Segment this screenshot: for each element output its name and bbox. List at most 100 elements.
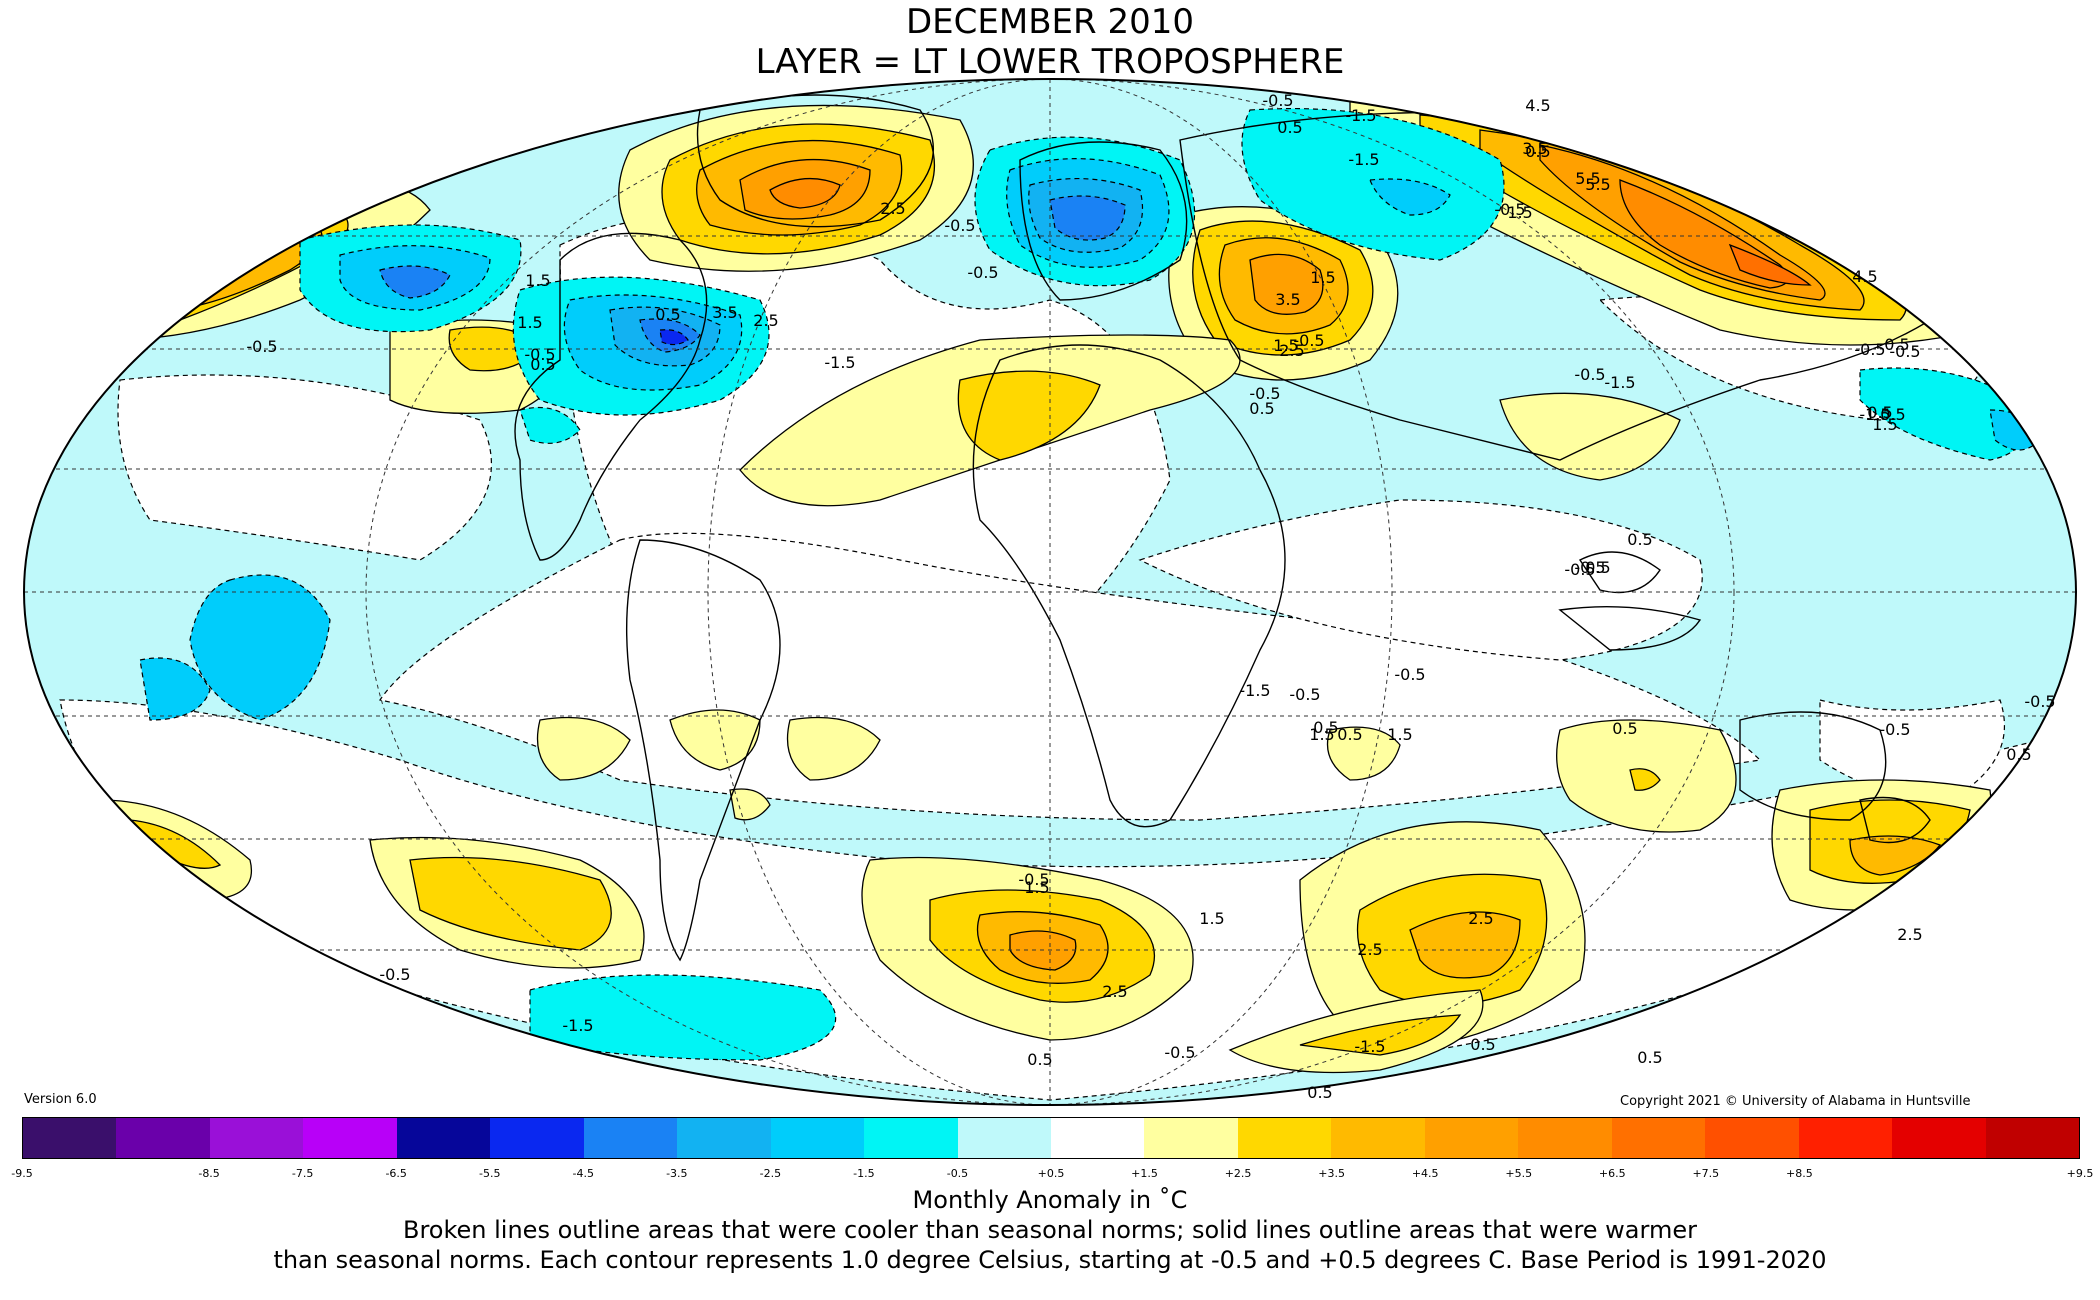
contour-label: -0.5	[1289, 685, 1320, 704]
contour-label: -0.5	[944, 216, 975, 235]
contour-label: -0.5	[1889, 342, 1920, 361]
colorbar-tick-label: -8.5	[198, 1167, 220, 1180]
contour-label: 1.5	[517, 313, 542, 332]
contour-label: 1.5	[1387, 725, 1412, 744]
contour-label: -0.5	[1494, 200, 1525, 219]
contour-label: 0.5	[1027, 1050, 1052, 1069]
contour-label: 1.5	[1024, 878, 1049, 897]
contour-label: -0.5	[1018, 870, 1049, 889]
colorbar-tick-label: +8.5	[1786, 1167, 1813, 1180]
contour-label: 1.5	[1309, 725, 1334, 744]
contour-label: 3.5	[712, 303, 737, 322]
colorbar-tick-label: -2.5	[759, 1167, 782, 1180]
contour-label: 4.5	[1525, 96, 1550, 115]
contour-label: -1.5	[1354, 1037, 1385, 1056]
contour-label: -1.5	[1859, 405, 1890, 424]
colorbar-segment	[1144, 1118, 1238, 1158]
colorbar-segment	[490, 1118, 584, 1158]
contour-label: -0.5	[246, 337, 277, 356]
contour-label: 0.5	[1880, 405, 1905, 424]
contour-label: 0.5	[1525, 142, 1550, 161]
colorbar-segment	[1424, 1118, 1519, 1158]
colorbar-segment	[1050, 1118, 1145, 1158]
contour-label: -1.5	[1348, 150, 1379, 169]
contour-label: 2.5	[1897, 925, 1922, 944]
colorbar-tick-label: -9.5	[11, 1167, 33, 1180]
contour-label: -0.5	[1854, 340, 1885, 359]
contour-label: 0.5	[1337, 725, 1362, 744]
colorbar-segment	[303, 1118, 397, 1158]
colorbar-tick-label: -0.5	[946, 1167, 969, 1180]
graticule	[24, 79, 2076, 1105]
colorbar-segment	[396, 1118, 491, 1158]
contour-label: 1.5	[525, 271, 550, 290]
contour-label: -0.5	[1394, 665, 1425, 684]
contour-label: 2.5	[1102, 982, 1127, 1001]
contour-label: -0.5	[1164, 1043, 1195, 1062]
colorbar-segment	[209, 1118, 304, 1158]
contour-label: 2.5	[880, 199, 905, 218]
contour-label: 2.5	[1357, 940, 1382, 959]
colorbar-segment	[957, 1118, 1051, 1158]
contour-label: 2.5	[1279, 341, 1304, 360]
colorbar-tick-label: +4.5	[1411, 1167, 1439, 1180]
colorbar-segment	[864, 1118, 958, 1158]
colorbar-segment	[1331, 1118, 1425, 1158]
colorbar-segment	[677, 1118, 771, 1158]
contour-label: -0.5	[2024, 692, 2055, 711]
contour-label: 5.5	[1575, 169, 1600, 188]
contour-label: 0.5	[530, 355, 555, 374]
warm-regions	[99, 99, 1992, 1074]
contour-label: -0.5	[1293, 331, 1324, 350]
contour-label: 1.5	[1872, 415, 1897, 434]
globe-border	[23, 78, 2077, 1106]
anomaly-map: -0.51.51.5-0.50.50.5 3.5 2.5-0.5-0.52.5-1.…	[23, 78, 2077, 1106]
contour-label: 2.5	[753, 311, 778, 330]
anomaly-field	[24, 79, 2076, 1105]
contour-label: 0.5	[1470, 1035, 1495, 1054]
colorbar-tick-label: -4.5	[572, 1167, 594, 1180]
contour-label: 0.5	[1585, 558, 1610, 577]
contour-label: -1.5	[1239, 681, 1270, 700]
colorbar-segment	[1237, 1118, 1332, 1158]
contour-label: -0.5	[1574, 365, 1605, 384]
colorbar-tick-label: -1.5	[853, 1167, 875, 1180]
colorbar-segment	[1798, 1118, 1893, 1158]
colorbar-tick-label: +0.5	[1037, 1167, 1065, 1180]
contour-label: -0.5	[1564, 560, 1595, 579]
contour-label: -0.5	[524, 345, 555, 364]
contour-label: 0.5	[1307, 1083, 1332, 1102]
contour-label: -1.5	[824, 353, 855, 372]
contour-label: -1.5	[1345, 106, 1376, 125]
contour-label: 0.5	[1313, 718, 1338, 737]
colorbar-tick-label: +5.5	[1505, 1167, 1533, 1180]
contour-label: 1.5	[1273, 336, 1298, 355]
map-title-line1: DECEMBER 2010	[906, 2, 1194, 42]
contour-label: 3.5	[1522, 139, 1547, 158]
colorbar-segment	[23, 1118, 117, 1158]
contour-label: -0.5	[379, 965, 410, 984]
contour-label: 0.5	[2006, 745, 2031, 764]
colorbar-tick-label: -3.5	[666, 1167, 688, 1180]
contour-label: -0.5	[967, 263, 998, 282]
cold-regions	[139, 108, 2041, 1061]
contour-label: 0.5	[1637, 1048, 1662, 1067]
contour-label: 3.5	[1275, 290, 1300, 309]
contour-label: -1.5	[1604, 373, 1635, 392]
colorbar-segment	[770, 1118, 865, 1158]
colorbar-tick-label: +9.5	[2066, 1167, 2094, 1180]
colorbar-ticks: -9.5 -8.5 -7.5 -6.5 -5.5 -4.5 -3.5 -2.5 -1.5 -0.5…	[0, 1167, 2100, 1183]
copyright-label: Copyright 2021 © University of Alabama i…	[1620, 1094, 1971, 1109]
contour-label: 1.5	[1507, 203, 1532, 222]
contour-label: 4.5	[1852, 267, 1877, 286]
colorbar	[22, 1117, 2080, 1159]
contour-label: -0.5	[1262, 91, 1293, 110]
map-title-line2: LAYER = LT LOWER TROPOSPHERE	[755, 42, 1345, 82]
colorbar-segment	[1892, 1118, 1986, 1158]
colorbar-tick-label: -5.5	[478, 1167, 501, 1180]
colorbar-tick-label: +6.5	[1598, 1167, 1626, 1180]
contour-label: 0.5	[1249, 399, 1274, 418]
contour-label: 5.5	[1585, 175, 1610, 194]
caption-line1: Broken lines outline areas that were coo…	[403, 1216, 1697, 1244]
colorbar-segment	[116, 1118, 210, 1158]
